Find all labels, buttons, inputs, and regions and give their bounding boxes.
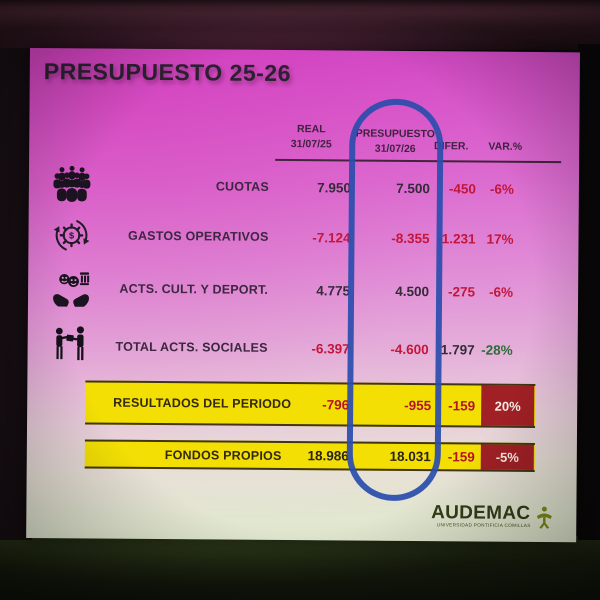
cell-var: -6% xyxy=(489,181,514,197)
table-row: ACTS. CULT. Y DEPORT. 4.775 4.500 -275 -… xyxy=(36,260,522,320)
crowd-icon xyxy=(37,163,107,208)
column-header-var: VAR.% xyxy=(488,140,523,153)
cell-real: 18.986 xyxy=(307,448,349,464)
summary-row-fondos: FONDOS PROPIOS 18.986 18.031 -159 -5% xyxy=(84,439,535,472)
cell-real: 4.775 xyxy=(316,282,351,299)
cell-real: -796 xyxy=(322,396,350,413)
table-row: TOTAL ACTS. SOCIALES -6.397 -4.600 1.797… xyxy=(35,316,521,380)
summary-label: FONDOS PROPIOS xyxy=(164,447,282,463)
culture-hands-icon xyxy=(36,266,106,311)
room-background-right xyxy=(578,44,600,540)
var-percent-chip: -5% xyxy=(480,444,534,470)
row-label: ACTS. CULT. Y DEPORT. xyxy=(119,281,269,297)
slide-title: PRESUPUESTO 25-26 xyxy=(43,58,292,87)
cell-difer: -159 xyxy=(448,397,476,414)
room-background-bottom xyxy=(0,536,600,600)
table-row: $ GASTOS OPERATIVOS -7.124 -8.355 -1.231… xyxy=(36,210,522,264)
audemac-crest-icon xyxy=(534,504,554,535)
table-row: CUOTAS 7.950 7.500 -450 -6% xyxy=(37,160,523,214)
logo-wordmark: AUDEMAC xyxy=(431,502,531,524)
highlight-oval-annotation xyxy=(346,98,444,502)
row-label: GASTOS OPERATIVOS xyxy=(128,228,269,244)
cell-difer: -159 xyxy=(447,449,475,465)
cell-var: -28% xyxy=(481,342,513,358)
row-label: TOTAL ACTS. SOCIALES xyxy=(115,339,268,355)
audemac-logo: AUDEMAC UNIVERSIDAD PONTIFICIA COMILLAS xyxy=(410,502,555,535)
column-header-real: REAL 31/07/25 xyxy=(290,123,332,151)
summary-label: RESULTADOS DEL PERIODO xyxy=(113,395,292,412)
cell-var: 17% xyxy=(486,231,514,247)
table-rows: CUOTAS 7.950 7.500 -450 -6% $ GASTOS OPE… xyxy=(35,160,523,380)
presentation-slide: PRESUPUESTO 25-26 REAL 31/07/25 PRESUPUE… xyxy=(26,48,580,543)
social-exchange-icon xyxy=(35,324,105,369)
logo-subtitle: UNIVERSIDAD PONTIFICIA COMILLAS xyxy=(436,523,531,529)
operations-cycle-icon: $ xyxy=(36,213,106,258)
room-background-top xyxy=(0,0,600,50)
svg-text:$: $ xyxy=(69,231,74,241)
cell-real: -7.124 xyxy=(312,229,351,246)
cell-real: -6.397 xyxy=(311,340,350,357)
var-percent-chip: 20% xyxy=(481,385,535,426)
summary-row-resultados: RESULTADOS DEL PERIODO -796 -955 -159 20… xyxy=(85,380,536,428)
cell-var: -6% xyxy=(489,284,514,300)
row-label: CUOTAS xyxy=(215,179,269,194)
cell-real: 7.950 xyxy=(317,179,351,196)
